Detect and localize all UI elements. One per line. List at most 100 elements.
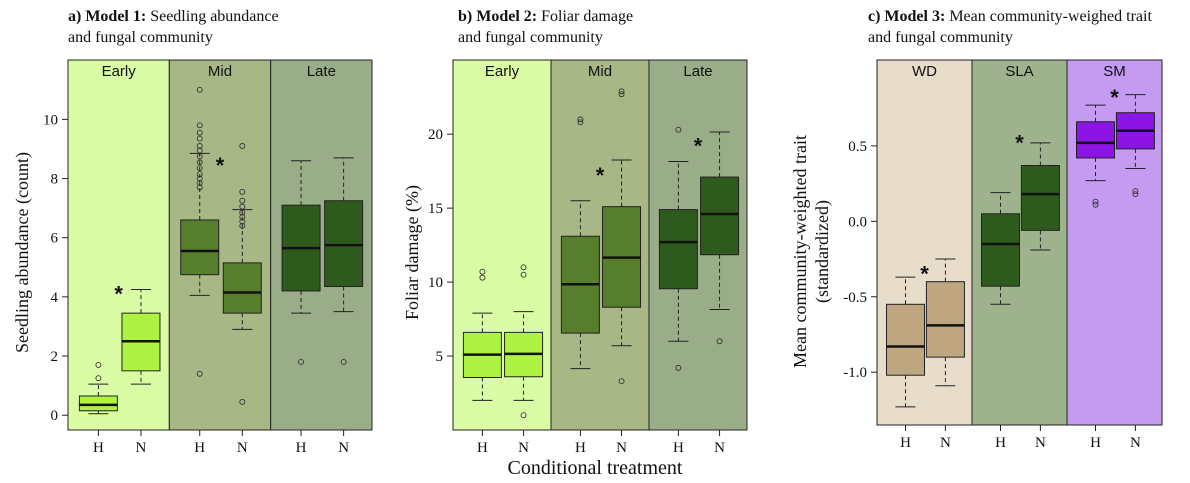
- outlier-point: [196, 147, 203, 154]
- panel-a-box-late-n: [324, 157, 364, 365]
- outlier-point: [239, 197, 246, 204]
- outlier-point: [298, 359, 305, 365]
- panel-a-significance-mid: *: [216, 153, 225, 178]
- outlier-point: [196, 184, 203, 191]
- outlier-point: [1132, 188, 1139, 195]
- panel-a-title-text: Seedling abundance: [150, 8, 279, 25]
- panel-c-title: c) Model 3: Mean community-weighed trait…: [868, 6, 1152, 48]
- panel-b-ylabel: Foliar damage (%): [402, 185, 423, 320]
- outlier-point: [196, 122, 203, 129]
- panel-b-title-text: Foliar damage: [541, 8, 634, 25]
- outlier-point: [196, 180, 203, 186]
- panel-c-group-label-sm: SM: [1103, 63, 1126, 80]
- panel-b-title-line2: and fungal community: [458, 29, 603, 46]
- panel-c-ylabel: Mean community-weighted trait: [790, 135, 810, 368]
- panel-b-group-label-late: Late: [683, 63, 712, 80]
- panel-c-group-label-sla: SLA: [1005, 63, 1033, 80]
- panel-a-box-early-h: [78, 361, 118, 415]
- outlier-point: [716, 338, 723, 345]
- panel-a-significance-early: *: [114, 281, 123, 306]
- x-axis-title: Conditional treatment: [507, 457, 683, 479]
- panel-b-box-late-h: [658, 126, 698, 371]
- outlier-point: [239, 143, 246, 149]
- outlier-point: [196, 135, 203, 142]
- panel-c-title-line2: and fungal community: [868, 29, 1013, 46]
- box-iqr: [222, 262, 262, 314]
- panel-a-ytick-label: 2: [51, 349, 59, 365]
- box-iqr: [324, 200, 364, 288]
- panel-c-box-sla-h: [981, 192, 1020, 305]
- panel-a-box-mid-n: [222, 143, 262, 405]
- panel-b-group-label-early: Early: [485, 63, 520, 80]
- panel-b-box-early-n: [504, 264, 544, 419]
- panel-c-title-bold: c) Model 3:: [868, 8, 946, 25]
- panel-c-plot: [871, 59, 1163, 431]
- outlier-point: [1092, 201, 1099, 208]
- panel-c-box-wd-n: [925, 258, 965, 387]
- panel-a-plot: [62, 59, 373, 436]
- panel-a-group-label-late: Late: [307, 63, 336, 80]
- box-iqr: [78, 395, 118, 412]
- outlier-point: [196, 171, 203, 178]
- panel-a-xtick-label: N: [338, 440, 349, 456]
- panel-b-significance-mid: *: [596, 163, 605, 188]
- panel-a-ytick-label: 10: [43, 112, 58, 128]
- panel-c-box-sla-n: [1020, 142, 1060, 251]
- panel-c-ylabel2: (standardized): [812, 200, 833, 303]
- outlier-point: [196, 143, 203, 149]
- panel-a-box-mid-h: [180, 86, 220, 377]
- panel-b-plot: [447, 59, 748, 436]
- panel-b-ytick-label: 10: [428, 275, 443, 291]
- panel-b-ytick-label: 20: [428, 127, 443, 143]
- panel-c-ytick-label: 0.0: [848, 214, 867, 230]
- box-iqr: [700, 176, 740, 256]
- outlier-point: [239, 218, 246, 225]
- outlier-point: [196, 370, 203, 377]
- panel-a-ytick-label: 0: [51, 408, 59, 424]
- outlier-point: [340, 359, 347, 365]
- outlier-point: [618, 378, 625, 385]
- outlier-point: [1132, 191, 1139, 198]
- panel-c-box-sm-h: [1076, 104, 1115, 208]
- outlier-point: [239, 209, 246, 216]
- panel-c-title-text: Mean community-weighed trait: [949, 8, 1152, 25]
- panel-b-title-bold: b) Model 2:: [458, 8, 538, 25]
- panel-c-xtick-label: H: [995, 435, 1006, 451]
- panel-a-ytick-label: 8: [51, 172, 59, 188]
- outlier-point: [239, 203, 246, 210]
- outlier-point: [196, 165, 203, 172]
- panel-a-ytick-label: 6: [51, 231, 59, 247]
- outlier-point: [239, 214, 246, 220]
- panel-b-significance-late: *: [694, 134, 703, 159]
- panel-c-box-sm-n: [1115, 94, 1155, 198]
- panel-c-significance-sla: *: [1015, 130, 1024, 155]
- panel-b-group-label-mid: Mid: [588, 63, 612, 80]
- panel-b-title: b) Model 2: Foliar damage and fungal com…: [458, 6, 633, 48]
- panel-c-xtick-label: N: [1130, 435, 1141, 451]
- outlier-point: [675, 364, 682, 371]
- panel-b-box-late-n: [700, 131, 740, 345]
- outlier-point: [675, 126, 682, 133]
- panel-a-title: a) Model 1: Seedling abundance and funga…: [68, 6, 279, 48]
- outlier-point: [520, 264, 527, 271]
- panel-c-ytick-label: -1.0: [843, 365, 867, 381]
- panel-a-title-line2: and fungal community: [68, 29, 213, 46]
- outlier-point: [196, 129, 203, 136]
- outlier-point: [520, 412, 527, 419]
- outlier-point: [520, 271, 527, 278]
- outlier-point: [618, 91, 625, 98]
- panel-c-ytick-label: 0.5: [848, 139, 867, 155]
- box-iqr: [658, 209, 698, 290]
- panel-b-xtick-label: N: [714, 440, 725, 456]
- box-iqr: [1020, 165, 1060, 231]
- panel-b-ytick-label: 5: [436, 349, 444, 365]
- panel-c-xtick-label: N: [940, 435, 951, 451]
- outlier-point: [95, 375, 102, 382]
- outlier-point: [239, 398, 246, 405]
- outlier-point: [196, 175, 203, 182]
- panel-c-significance-wd: *: [920, 262, 929, 287]
- box-iqr: [886, 303, 925, 376]
- panel-a-xtick-label: N: [136, 440, 147, 456]
- panel-a-box-early-n: [121, 288, 161, 385]
